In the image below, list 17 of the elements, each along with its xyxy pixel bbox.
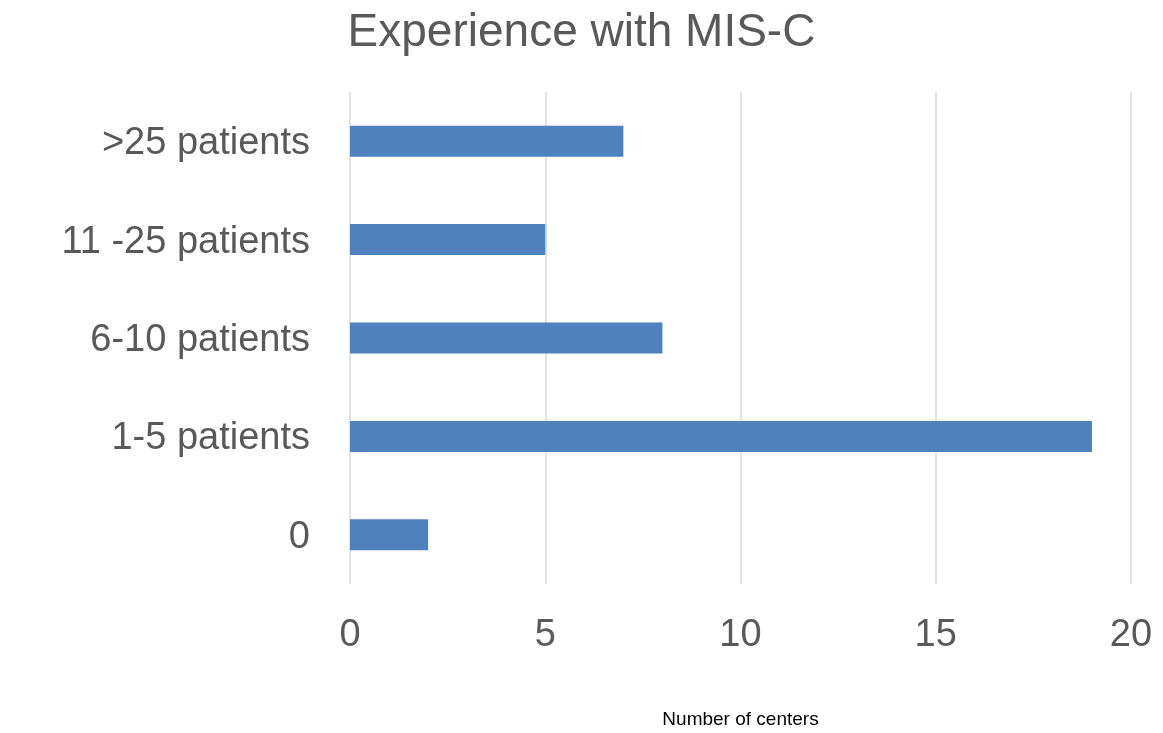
- y-tick-label: 11 -25 patients: [61, 218, 310, 261]
- y-tick-label: 0: [288, 513, 310, 556]
- x-tick-label: 10: [719, 612, 762, 654]
- bar: [350, 322, 663, 354]
- x-tick-label: 20: [1109, 612, 1153, 654]
- chart-title: Experience with MIS-C: [347, 4, 816, 56]
- x-tick-label: 5: [534, 612, 556, 654]
- bar: [350, 420, 1092, 452]
- bar: [350, 519, 429, 551]
- x-tick-label: 0: [339, 612, 361, 654]
- x-tick-label: 15: [914, 612, 957, 654]
- x-axis-title: Number of centers: [662, 708, 819, 729]
- bar: [350, 125, 624, 157]
- y-tick-label: 1-5 patients: [111, 415, 310, 458]
- y-tick-label: >25 patients: [101, 120, 310, 163]
- y-tick-label: 6-10 patients: [90, 317, 310, 359]
- bar: [350, 224, 546, 256]
